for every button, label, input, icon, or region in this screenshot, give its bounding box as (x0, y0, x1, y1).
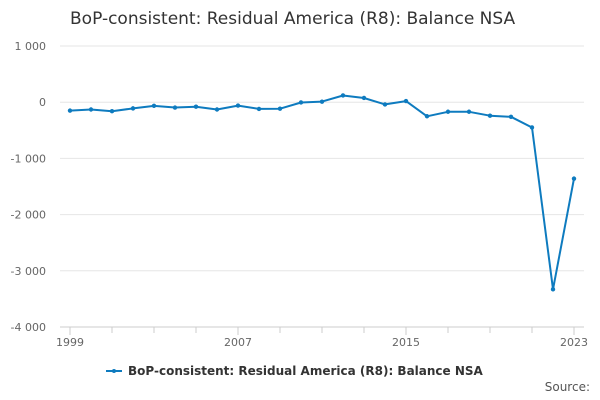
data-point (466, 109, 472, 114)
data-point (424, 114, 430, 119)
data-point (403, 98, 409, 104)
y-tick-label: -4 000 (11, 321, 46, 334)
data-point (529, 125, 535, 130)
x-tick-label: 1999 (56, 336, 84, 349)
data-point (214, 107, 220, 112)
data-point (88, 107, 94, 112)
data-point (193, 104, 199, 109)
data-point (235, 103, 241, 108)
data-point (571, 176, 577, 181)
y-tick-label: 1 000 (15, 40, 47, 53)
data-point (382, 102, 388, 107)
data-point (445, 109, 451, 114)
x-tick-label: 2015 (392, 336, 420, 349)
data-point (487, 113, 493, 118)
data-point (256, 106, 262, 112)
x-tick-label: 2007 (224, 336, 252, 349)
data-point (172, 105, 178, 110)
data-point (130, 106, 136, 111)
data-point (277, 106, 283, 111)
x-tick-label: 2023 (560, 336, 588, 349)
series-line (69, 94, 575, 291)
y-tick-label: -2 000 (11, 209, 46, 222)
data-point (550, 287, 556, 292)
data-point (361, 95, 367, 101)
y-tick-label: -3 000 (11, 265, 46, 278)
data-point (508, 114, 514, 120)
legend-series-label: BoP-consistent: Residual America (R8): B… (128, 364, 483, 378)
source-label: Source: (544, 380, 590, 394)
y-tick-label: 0 (39, 96, 46, 109)
data-point (67, 108, 73, 113)
data-point (319, 99, 325, 104)
chart-title: BoP-consistent: Residual America (R8): B… (70, 9, 516, 29)
data-point (151, 103, 157, 109)
data-point (109, 108, 115, 114)
chart-legend[interactable]: BoP-consistent: Residual America (R8): B… (106, 364, 483, 378)
data-point (298, 100, 304, 105)
legend-line-marker-icon (106, 365, 122, 377)
data-point (340, 93, 346, 98)
y-tick-label: -1 000 (11, 152, 46, 165)
